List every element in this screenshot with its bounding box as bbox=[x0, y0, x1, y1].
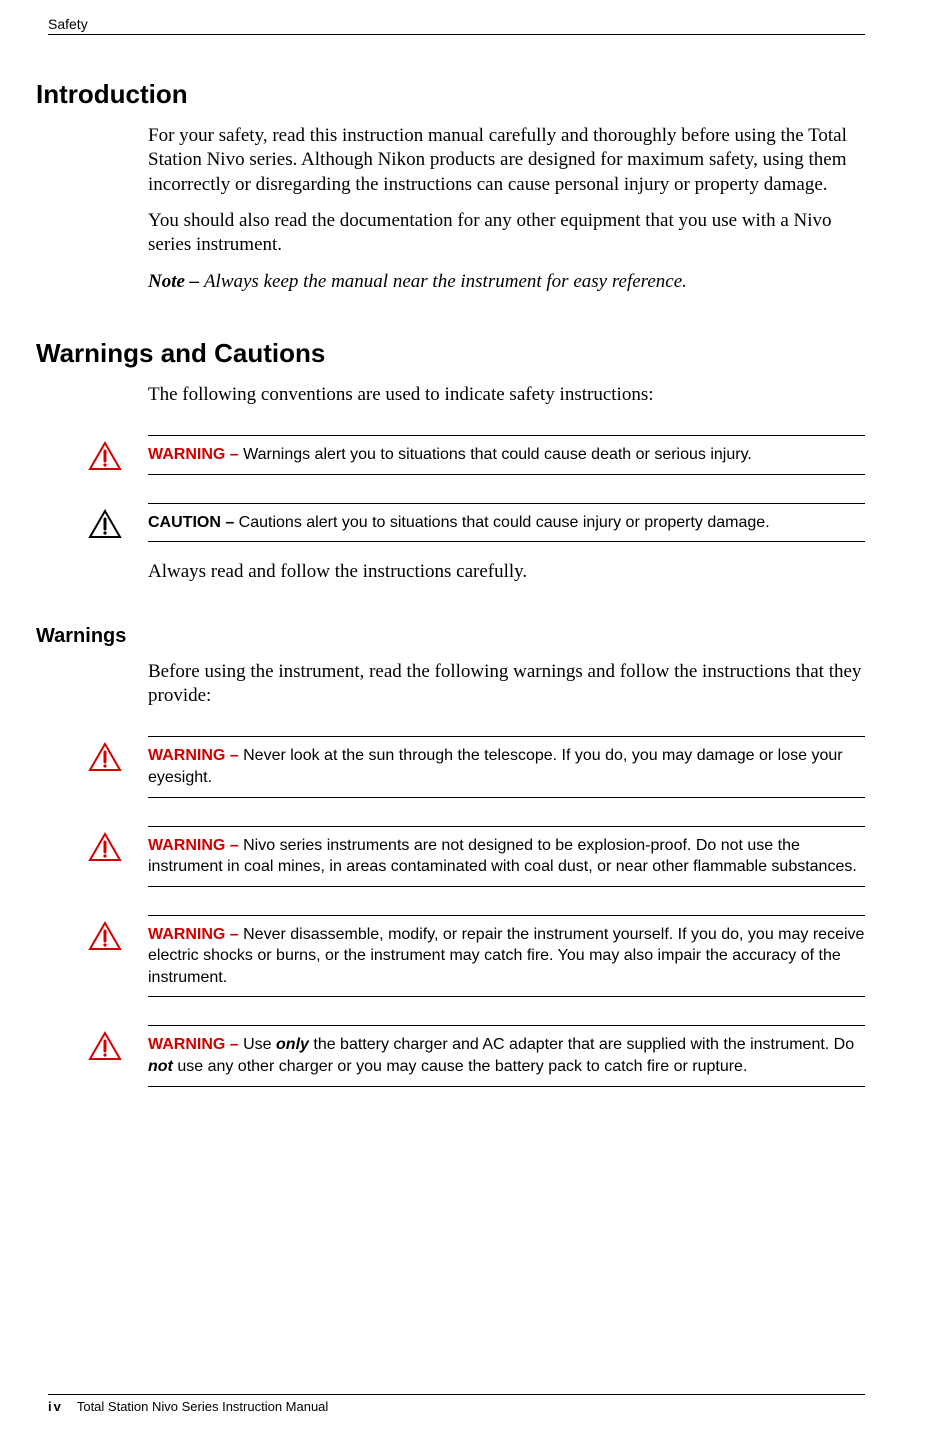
warning-2-callout: WARNING – Nivo series instruments are no… bbox=[88, 826, 865, 887]
warning-3-text: Never disassemble, modify, or repair the… bbox=[148, 926, 864, 986]
footer-rule bbox=[48, 1394, 865, 1395]
warning-4-text-a: Use bbox=[243, 1036, 276, 1053]
warning-4-text-b: the battery charger and AC adapter that … bbox=[309, 1036, 854, 1053]
caution-convention-callout: CAUTION – Cautions alert you to situatio… bbox=[88, 503, 865, 543]
warning-4-only: only bbox=[276, 1036, 309, 1053]
warning-1-text: Never look at the sun through the telesc… bbox=[148, 747, 843, 786]
section-warnings-cautions-title: Warnings and Cautions bbox=[36, 338, 865, 369]
section-introduction-title: Introduction bbox=[36, 79, 865, 110]
warning-3-callout: WARNING – Never disassemble, modify, or … bbox=[88, 915, 865, 998]
warning-1-body: WARNING – Never look at the sun through … bbox=[148, 736, 865, 797]
warning-convention-text: Warnings alert you to situations that co… bbox=[243, 446, 752, 463]
caution-label: CAUTION – bbox=[148, 514, 239, 531]
warning-4-not: not bbox=[148, 1058, 173, 1075]
warning-2-body: WARNING – Nivo series instruments are no… bbox=[148, 826, 865, 887]
warning-label: WARNING – bbox=[148, 837, 243, 854]
warning-label: WARNING – bbox=[148, 926, 243, 943]
always-read-paragraph: Always read and follow the instructions … bbox=[148, 560, 865, 584]
warnings-intro-paragraph: Before using the instrument, read the fo… bbox=[148, 660, 865, 709]
conventions-paragraph: The following conventions are used to in… bbox=[148, 383, 865, 407]
warning-label: WARNING – bbox=[148, 1036, 243, 1053]
warning-convention-body: WARNING – Warnings alert you to situatio… bbox=[148, 435, 865, 475]
intro-paragraph-1: For your safety, read this instruction m… bbox=[148, 124, 865, 197]
caution-icon bbox=[88, 503, 148, 539]
header-rule bbox=[48, 34, 865, 35]
page-number: iv bbox=[48, 1399, 63, 1414]
warning-convention-callout: WARNING – Warnings alert you to situatio… bbox=[88, 435, 865, 475]
note-label: Note – bbox=[148, 271, 204, 292]
warning-label: WARNING – bbox=[148, 446, 243, 463]
warning-icon bbox=[88, 736, 148, 772]
intro-note: Note – Always keep the manual near the i… bbox=[148, 270, 865, 294]
caution-convention-body: CAUTION – Cautions alert you to situatio… bbox=[148, 503, 865, 543]
warning-3-body: WARNING – Never disassemble, modify, or … bbox=[148, 915, 865, 998]
warning-4-body: WARNING – Use only the battery charger a… bbox=[148, 1025, 865, 1086]
page-footer: iv Total Station Nivo Series Instruction … bbox=[48, 1394, 865, 1414]
warning-label: WARNING – bbox=[148, 747, 243, 764]
warning-icon bbox=[88, 435, 148, 471]
warning-1-callout: WARNING – Never look at the sun through … bbox=[88, 736, 865, 797]
note-text: Always keep the manual near the instrume… bbox=[204, 271, 687, 292]
warning-icon bbox=[88, 915, 148, 951]
caution-convention-text: Cautions alert you to situations that co… bbox=[239, 514, 770, 531]
header-label: Safety bbox=[48, 16, 865, 32]
warning-icon bbox=[88, 826, 148, 862]
warning-2-text: Nivo series instruments are not designed… bbox=[148, 837, 857, 876]
warnings-subsection-title: Warnings bbox=[36, 625, 865, 648]
footer-title: Total Station Nivo Series Instruction Ma… bbox=[77, 1399, 328, 1414]
warning-icon bbox=[88, 1025, 148, 1061]
intro-paragraph-2: You should also read the documentation f… bbox=[148, 209, 865, 258]
warning-4-text-c: use any other charger or you may cause t… bbox=[173, 1058, 748, 1075]
warning-4-callout: WARNING – Use only the battery charger a… bbox=[88, 1025, 865, 1086]
